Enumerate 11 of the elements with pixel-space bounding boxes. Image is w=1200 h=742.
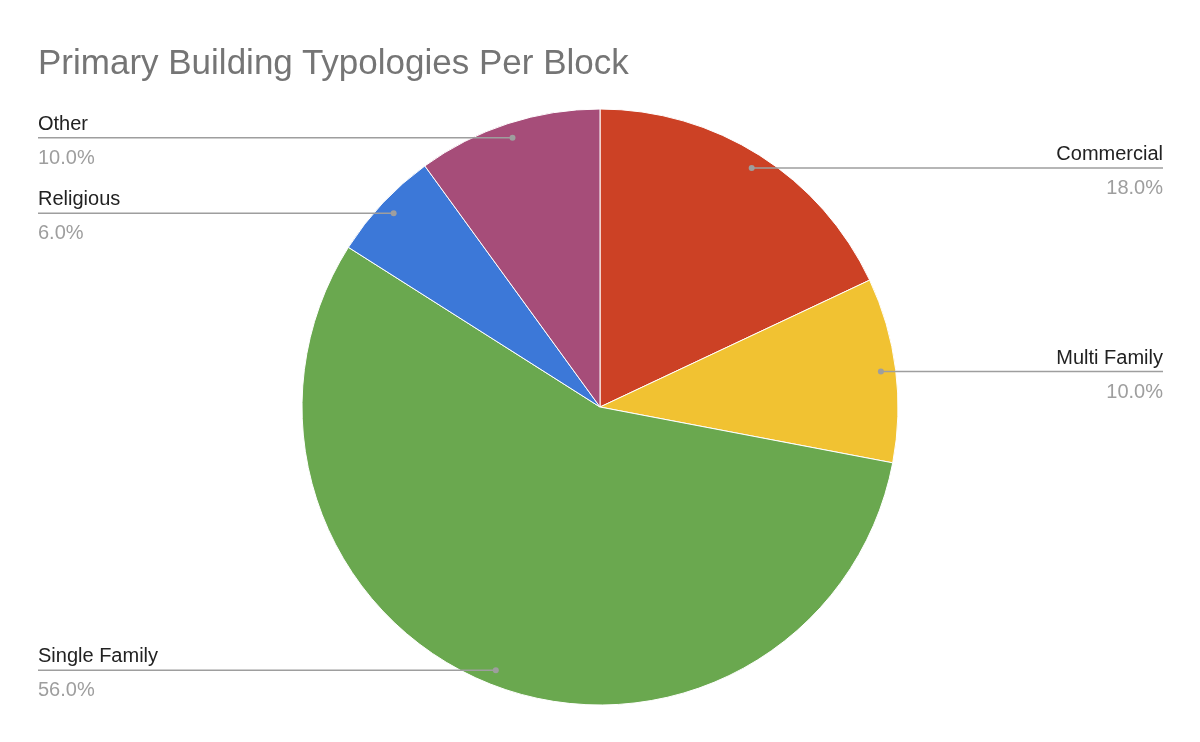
slice-label: Single Family [38,644,159,667]
data-label: 10.0% [1106,379,1164,402]
data-label: 10.0% [38,145,95,168]
slice-label: Religious [38,187,121,210]
slice-label: Multi Family [1056,345,1163,368]
slice-label: Commercial [1056,141,1163,164]
data-label: 56.0% [38,678,95,701]
data-label: 18.0% [1106,175,1164,198]
chart-title: Primary Building Typologies Per Block [38,42,630,81]
slice-label: Other [38,111,89,134]
data-label: 6.0% [38,221,84,244]
